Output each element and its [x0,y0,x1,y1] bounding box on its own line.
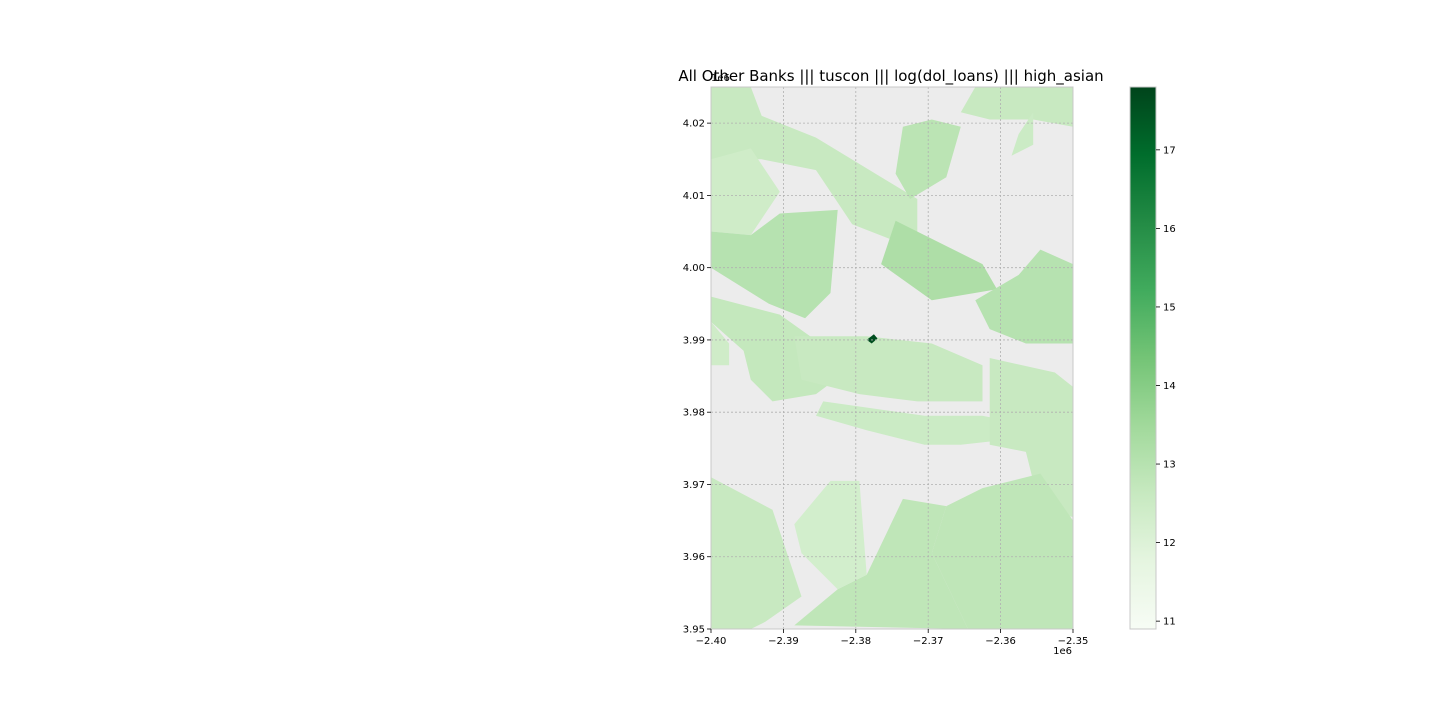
x-tick-label: −2.36 [985,636,1016,647]
map-region-17 [794,480,867,590]
colorbar-tick-label: 14 [1163,381,1176,392]
map-region-2 [711,148,780,236]
figure-title: All Other Banks ||| tuscon ||| log(dol_l… [678,67,1103,86]
map-region-3 [711,209,838,319]
map-region-12 [794,336,983,402]
map-region-15 [931,473,1073,629]
map-region-9 [975,249,1073,344]
y-tick-label: 3.95 [683,625,705,636]
colorbar-tick-label: 17 [1163,145,1176,156]
colorbar: 11 12 13 14 15 16 17 [1129,86,1176,630]
colorbar-tick-label: 16 [1163,224,1176,235]
colorbar-tick-label: 13 [1163,460,1176,471]
x-tick-label: −2.35 [1058,636,1089,647]
map-regions [711,87,1073,629]
colorbar-tick-label: 11 [1163,617,1176,628]
colorbar-gradient [1129,86,1157,630]
y-axis-offset-label: 1e6 [711,73,730,84]
x-tick-label: −2.40 [696,636,727,647]
colorbar-tick-label: 12 [1163,538,1176,549]
y-tick-label: 3.97 [683,480,705,491]
colorbar-tick-label: 15 [1163,302,1176,313]
y-axis-ticks: 3.95 3.96 3.97 3.98 3.99 4.00 4.01 4.02 [683,119,711,636]
map-region-19 [866,334,878,344]
y-tick-label: 4.02 [683,119,705,130]
map-region-6 [960,87,1073,127]
map-frame [710,86,1074,630]
y-tick-label: 3.98 [683,408,705,419]
colorbar-ticks: 11 12 13 14 15 16 17 [1156,145,1176,628]
x-axis-offset-label: 1e6 [1053,646,1072,657]
x-tick-label: −2.37 [913,636,944,647]
x-tick-label: −2.38 [840,636,871,647]
map-region-8 [881,220,997,301]
map-region-16 [794,498,968,629]
map-region-1 [711,87,816,171]
map-axes: −2.40 −2.39 −2.38 −2.37 −2.36 −2.35 3.953.963… [683,73,1089,657]
map-region-11 [711,321,730,366]
y-tick-label: 3.96 [683,552,705,563]
map-region-18 [711,477,802,629]
x-axis-ticks: −2.40 −2.39 −2.38 −2.37 −2.36 −2.35 [696,629,1089,647]
x-tick-label: −2.39 [768,636,799,647]
map-region-14 [989,358,1073,517]
y-tick-label: 4.00 [683,263,705,274]
y-tick-label: 3.99 [683,335,705,346]
y-tick-label: 4.01 [683,191,705,202]
map-region-4 [816,137,918,250]
